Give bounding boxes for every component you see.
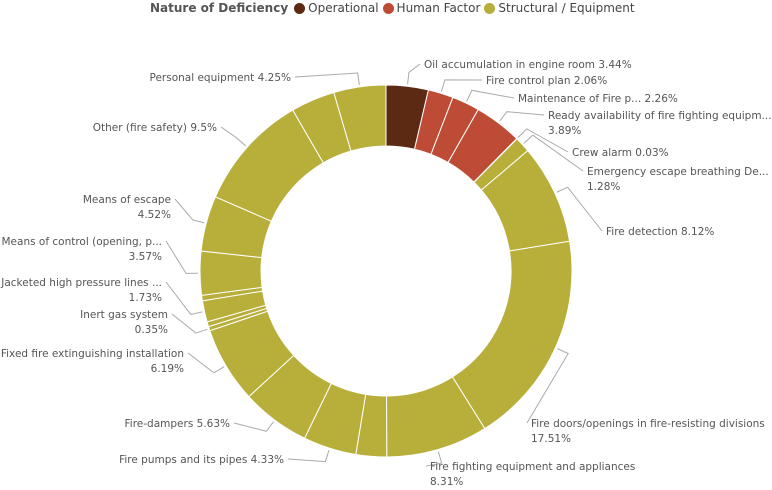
slice-label-fixed-fire-extinguishing-installation: Fixed fire extinguishing installation 6.1… — [1, 348, 184, 375]
leader-line-crew-alarm — [517, 128, 569, 153]
legend-item-operational[interactable]: Operational — [294, 1, 379, 15]
slice-label-value: 4.52% — [138, 209, 171, 221]
slice-label-name: Inert gas system — [80, 309, 168, 321]
slice-label-fire-control-plan: Fire control plan 2.06% — [486, 75, 607, 87]
leader-line-fire-doors-openings-in-fire-resisting-divisions — [526, 348, 569, 424]
legend-dot-structural-equipment — [484, 2, 496, 14]
legend-dot-operational — [294, 2, 306, 14]
slice-label-value: 3.57% — [129, 251, 162, 263]
leader-line-other-fire-safety — [220, 126, 246, 147]
leader-line-maintenance-of-fire-p — [466, 89, 515, 102]
slice-label-jacketed-high-pressure-lines: Jacketed high pressure lines ... 1.73% — [0, 277, 162, 304]
slice-label-means-of-control-opening-p: Means of control (opening, p... 3.57% — [2, 236, 163, 263]
slice-label-maintenance-of-fire-p: Maintenance of Fire p... 2.26% — [518, 93, 678, 105]
slice-label-value: 8.31% — [430, 476, 463, 488]
legend-item-structural-equipment[interactable]: Structural / Equipment — [484, 1, 635, 15]
legend-title: Nature of Deficiency — [150, 1, 289, 15]
slice-label-name: Ready availability of fire fighting equi… — [548, 110, 772, 122]
slice-label-name: Means of control (opening, p... — [2, 236, 163, 248]
legend-label-human-factor: Human Factor — [396, 1, 481, 15]
slice-label-name: Emergency escape breathing De... — [587, 166, 769, 178]
slice-label-inert-gas-system: Inert gas system 0.35% — [80, 309, 168, 336]
leader-line-jacketed-high-pressure-lines — [165, 281, 203, 316]
slice-label-fire-doors-openings-in-fire-resisting-divisions: Fire doors/openings in fire-resisting di… — [531, 418, 765, 445]
legend-label-structural-equipment: Structural / Equipment — [498, 1, 635, 15]
slice-label-ready-availability-of-fire-fighting-equipm: Ready availability of fire fighting equi… — [548, 110, 772, 137]
slice-label-value: 3.89% — [548, 125, 581, 137]
leader-line-fixed-fire-extinguishing-installation — [187, 352, 225, 374]
leader-line-personal-equipment — [294, 72, 360, 85]
slice-label-crew-alarm: Crew alarm 0.03% — [572, 147, 669, 159]
slice-label-other-fire-safety: Other (fire safety) 9.5% — [93, 122, 217, 134]
leader-line-fire-fighting-equipment-and-appliances — [425, 451, 443, 467]
slice-label-name: Means of escape — [83, 194, 171, 206]
slice-label-name: Fire fighting equipment and appliances — [430, 461, 635, 473]
slice-label-fire-pumps-and-its-pipes: Fire pumps and its pipes 4.33% — [119, 454, 284, 466]
leader-line-inert-gas-system — [171, 313, 208, 334]
leader-line-fire-detection — [556, 186, 603, 232]
slice-label-oil-accumulation-in-engine-room: Oil accumulation in engine room 3.44% — [424, 59, 632, 71]
slice-label-means-of-escape: Means of escape 4.52% — [83, 194, 171, 221]
legend-dot-human-factor — [382, 2, 394, 14]
leader-line-means-of-escape — [174, 198, 205, 224]
slice-fire-doors-openings-in-fire-resisting-divisions[interactable] — [451, 240, 573, 430]
chart-legend: Nature of Deficiency Operational Human F… — [150, 0, 639, 16]
leader-line-oil-accumulation-in-engine-room — [407, 63, 421, 85]
leader-line-emergency-escape-breathing-de — [523, 134, 584, 172]
slice-label-value: 17.51% — [531, 433, 571, 445]
slice-label-name: Fire doors/openings in fire-resisting di… — [531, 418, 765, 430]
leader-line-fire-dampers — [233, 421, 274, 432]
slice-label-name: Fixed fire extinguishing installation — [1, 348, 184, 360]
slice-label-emergency-escape-breathing-de: Emergency escape breathing De... 1.28% — [587, 166, 769, 193]
slice-label-value: 0.35% — [135, 324, 168, 336]
legend-label-operational: Operational — [308, 1, 379, 15]
leader-line-ready-availability-of-fire-fighting-equipm — [499, 111, 545, 122]
slice-label-value: 1.28% — [587, 181, 620, 193]
slice-label-name: Jacketed high pressure lines ... — [0, 277, 162, 289]
slice-means-of-control-opening-p[interactable] — [199, 250, 263, 296]
leader-line-fire-pumps-and-its-pipes — [287, 449, 330, 463]
slice-label-value: 1.73% — [129, 292, 162, 304]
slice-label-fire-detection: Fire detection 8.12% — [606, 226, 714, 238]
slice-label-fire-fighting-equipment-and-appliances: Fire fighting equipment and appliances 8.… — [430, 461, 635, 488]
leader-line-fire-control-plan — [440, 79, 483, 92]
slice-label-value: 6.19% — [151, 363, 184, 375]
slice-label-fire-dampers: Fire-dampers 5.63% — [125, 418, 230, 430]
legend-item-human-factor[interactable]: Human Factor — [382, 1, 481, 15]
slice-label-personal-equipment: Personal equipment 4.25% — [150, 72, 292, 84]
slice-personal-equipment[interactable] — [333, 84, 387, 152]
leader-line-means-of-control-opening-p — [165, 240, 199, 274]
